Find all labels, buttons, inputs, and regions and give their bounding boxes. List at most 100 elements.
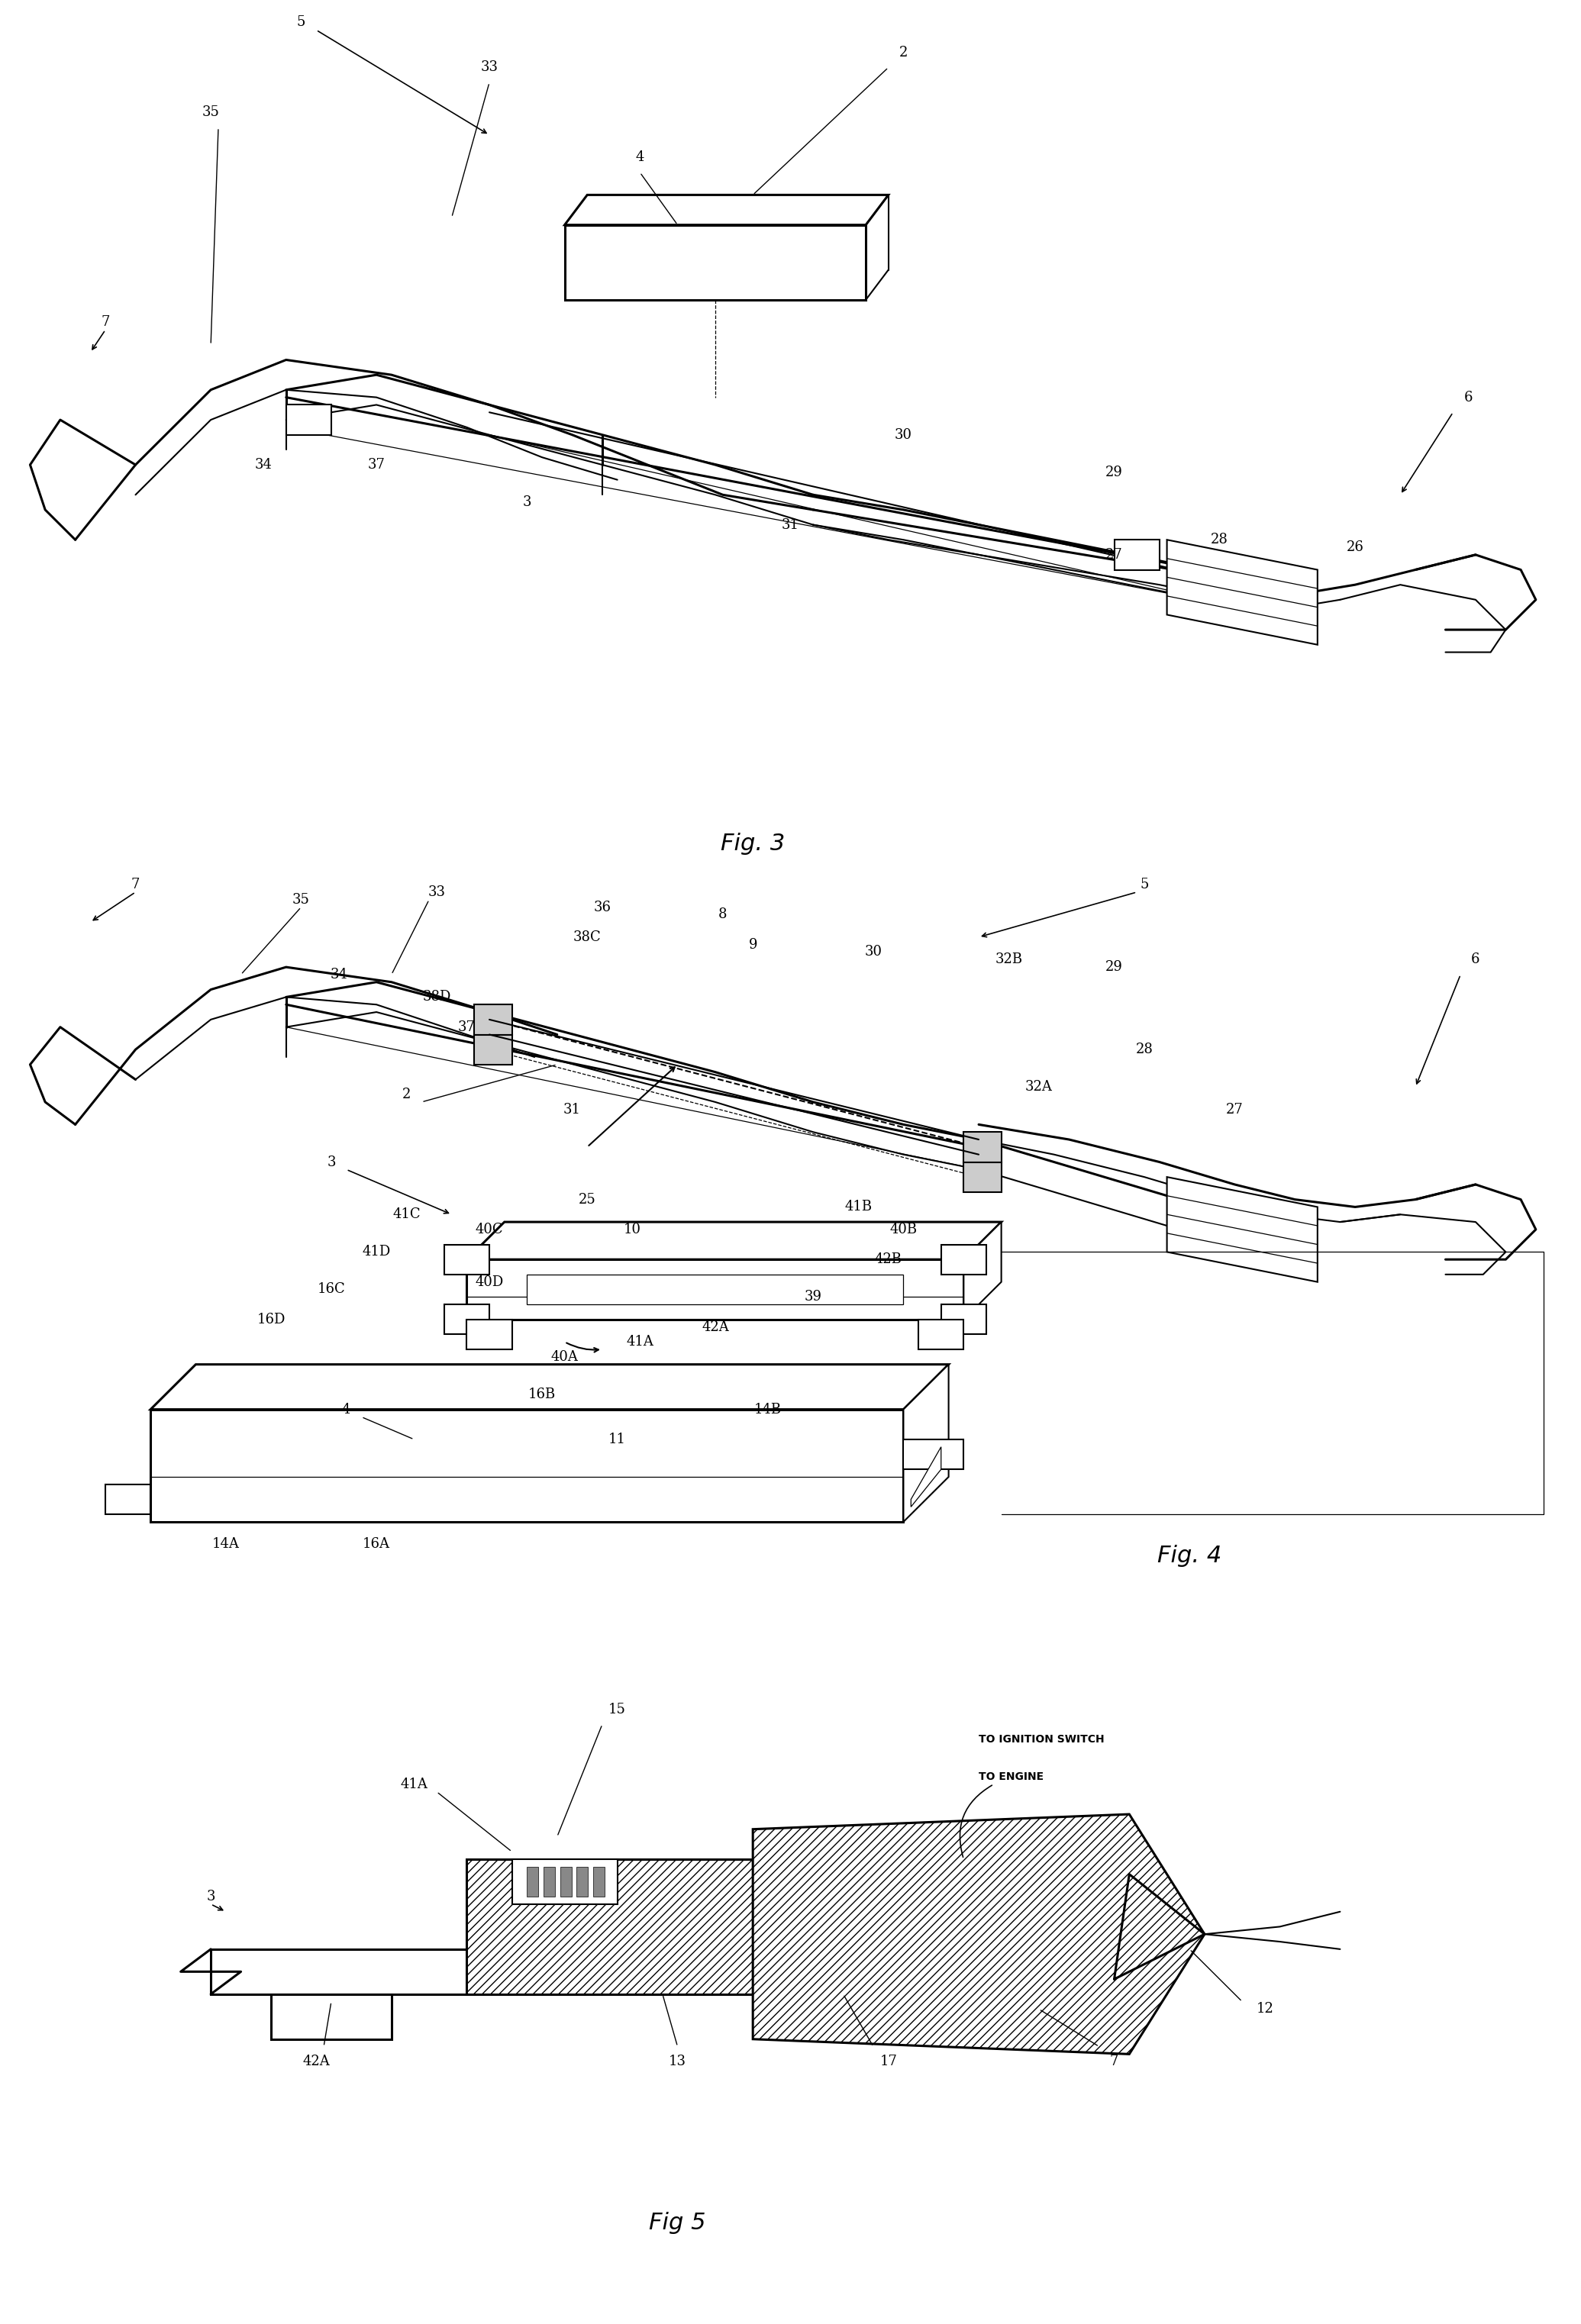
Text: 15: 15	[609, 1703, 626, 1715]
Text: 4: 4	[636, 151, 645, 165]
Text: 41A: 41A	[400, 1778, 428, 1792]
Text: 27: 27	[1105, 548, 1123, 562]
Text: 25: 25	[579, 1192, 596, 1206]
Text: 10: 10	[623, 1222, 642, 1236]
Text: 28: 28	[1135, 1043, 1153, 1057]
Polygon shape	[474, 1004, 512, 1034]
Text: 42A: 42A	[702, 1320, 729, 1334]
Polygon shape	[564, 225, 866, 300]
Text: Fig. 4: Fig. 4	[1157, 1545, 1222, 1566]
Polygon shape	[903, 1364, 949, 1522]
Text: TO ENGINE: TO ENGINE	[979, 1771, 1043, 1783]
Text: TO IGNITION SWITCH: TO IGNITION SWITCH	[979, 1734, 1105, 1745]
Polygon shape	[270, 1994, 392, 2038]
Polygon shape	[919, 1320, 964, 1350]
Text: 40D: 40D	[476, 1276, 504, 1290]
Text: 7: 7	[1110, 2054, 1119, 2068]
Text: 40A: 40A	[550, 1350, 579, 1364]
Text: 16B: 16B	[528, 1387, 557, 1401]
Text: 42B: 42B	[874, 1253, 903, 1267]
Polygon shape	[210, 1950, 828, 1994]
Polygon shape	[1115, 539, 1159, 569]
Text: Fig 5: Fig 5	[650, 2212, 707, 2233]
Polygon shape	[964, 1132, 1001, 1162]
Text: 32A: 32A	[1024, 1081, 1053, 1095]
Text: 2: 2	[402, 1088, 411, 1102]
Text: 16A: 16A	[362, 1538, 391, 1550]
Text: 41C: 41C	[392, 1208, 421, 1222]
Polygon shape	[150, 1364, 949, 1408]
Text: 14A: 14A	[212, 1538, 240, 1550]
Polygon shape	[544, 1866, 555, 1896]
Text: 11: 11	[609, 1432, 626, 1446]
Text: 38D: 38D	[422, 990, 451, 1004]
Polygon shape	[444, 1304, 490, 1334]
Polygon shape	[753, 1815, 1205, 2054]
Text: 13: 13	[669, 2054, 686, 2068]
Text: 3: 3	[207, 1889, 215, 1903]
Polygon shape	[526, 1274, 903, 1304]
Text: 34: 34	[255, 458, 272, 472]
Text: 7: 7	[101, 316, 109, 330]
Text: 6: 6	[1472, 953, 1480, 967]
Text: 35: 35	[292, 892, 310, 906]
Text: 12: 12	[1255, 2003, 1274, 2015]
Polygon shape	[964, 1162, 1001, 1192]
Polygon shape	[150, 1408, 903, 1522]
Text: 27: 27	[1225, 1102, 1243, 1116]
Text: 16D: 16D	[256, 1313, 285, 1327]
Text: 2: 2	[900, 46, 907, 60]
Text: 5: 5	[1140, 878, 1149, 892]
Polygon shape	[106, 1485, 150, 1515]
Text: 37: 37	[368, 458, 386, 472]
Polygon shape	[964, 1222, 1001, 1320]
Text: 39: 39	[805, 1290, 822, 1304]
Text: 41D: 41D	[362, 1246, 391, 1260]
Text: 32B: 32B	[994, 953, 1023, 967]
Text: 35: 35	[202, 105, 220, 119]
Text: 34: 34	[330, 967, 348, 981]
Text: 29: 29	[1105, 465, 1123, 479]
Polygon shape	[1167, 539, 1317, 644]
Text: 6: 6	[1464, 390, 1472, 404]
Text: 38C: 38C	[574, 930, 601, 944]
Polygon shape	[903, 1439, 964, 1469]
Text: 7: 7	[131, 878, 139, 892]
Polygon shape	[466, 1222, 1001, 1260]
Text: 8: 8	[718, 909, 727, 923]
Polygon shape	[1167, 1176, 1317, 1283]
Text: 16C: 16C	[318, 1283, 345, 1297]
Polygon shape	[560, 1866, 571, 1896]
Polygon shape	[286, 404, 332, 435]
Text: 42A: 42A	[302, 2054, 330, 2068]
Text: 17: 17	[879, 2054, 896, 2068]
Text: 36: 36	[593, 899, 612, 913]
Text: 30: 30	[895, 428, 912, 442]
Text: 9: 9	[748, 937, 757, 951]
Text: 28: 28	[1211, 532, 1228, 546]
Polygon shape	[577, 1866, 588, 1896]
Text: 5: 5	[297, 16, 305, 30]
Polygon shape	[941, 1243, 987, 1274]
Polygon shape	[466, 1320, 512, 1350]
Polygon shape	[526, 1866, 538, 1896]
Text: 31: 31	[563, 1102, 580, 1116]
Text: 4: 4	[341, 1401, 351, 1415]
Text: 3: 3	[327, 1155, 335, 1169]
Text: 29: 29	[1105, 960, 1123, 974]
Polygon shape	[911, 1448, 941, 1506]
Polygon shape	[512, 1903, 617, 1950]
Text: 41B: 41B	[844, 1199, 873, 1213]
Text: 14B: 14B	[754, 1401, 781, 1415]
Text: 40C: 40C	[476, 1222, 503, 1236]
Polygon shape	[466, 1260, 964, 1320]
Text: 3: 3	[523, 495, 531, 509]
Text: 37: 37	[458, 1020, 476, 1034]
Text: 31: 31	[781, 518, 800, 532]
Text: 40B: 40B	[890, 1222, 917, 1236]
Polygon shape	[564, 195, 889, 225]
Polygon shape	[466, 1859, 828, 1994]
Polygon shape	[474, 1034, 512, 1064]
Polygon shape	[593, 1866, 604, 1896]
Text: 26: 26	[1347, 541, 1364, 553]
